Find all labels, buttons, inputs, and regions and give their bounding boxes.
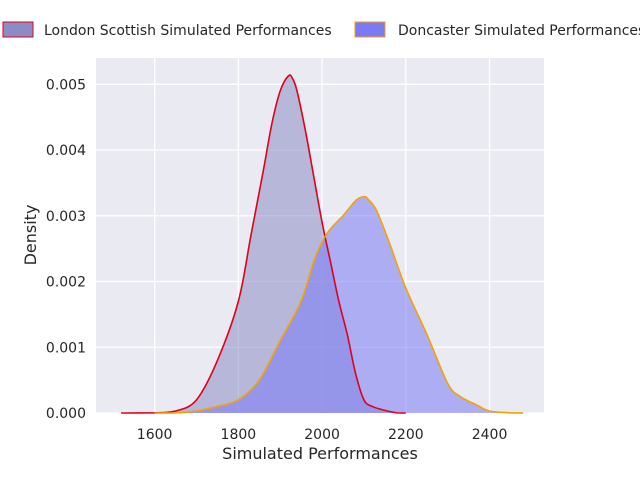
x-tick-label: 1800 bbox=[221, 427, 257, 443]
x-tick-label: 1600 bbox=[137, 427, 173, 443]
y-tick-label: 0.001 bbox=[46, 340, 86, 356]
y-tick-label: 0.005 bbox=[46, 77, 86, 93]
legend-label-doncaster: Doncaster Simulated Performances bbox=[398, 23, 640, 39]
x-axis-label: Simulated Performances bbox=[222, 444, 418, 463]
x-tick-label: 2200 bbox=[388, 427, 424, 443]
density-areas bbox=[121, 74, 524, 414]
x-tick-label: 2000 bbox=[304, 427, 340, 443]
density-line-series-0 bbox=[121, 74, 406, 414]
y-tick-labels: 0.000 0.001 0.002 0.003 0.004 0.005 bbox=[46, 77, 86, 422]
legend-swatch-london-scottish bbox=[2, 21, 34, 38]
y-tick-label: 0.002 bbox=[46, 275, 86, 291]
y-tick-label: 0.000 bbox=[46, 406, 86, 422]
x-tick-labels: 1600 1800 2000 2200 2400 bbox=[137, 427, 508, 443]
y-tick-label: 0.004 bbox=[46, 143, 86, 159]
legend-label-london-scottish: London Scottish Simulated Performances bbox=[44, 23, 332, 39]
legend: London Scottish Simulated Performances D… bbox=[2, 21, 640, 39]
y-axis-label: Density bbox=[21, 205, 40, 266]
legend-swatch-doncaster bbox=[354, 21, 386, 38]
density-line-series-1 bbox=[154, 195, 524, 414]
x-tick-label: 2400 bbox=[472, 427, 508, 443]
y-tick-label: 0.003 bbox=[46, 209, 86, 225]
density-fill-series-1 bbox=[154, 196, 524, 413]
